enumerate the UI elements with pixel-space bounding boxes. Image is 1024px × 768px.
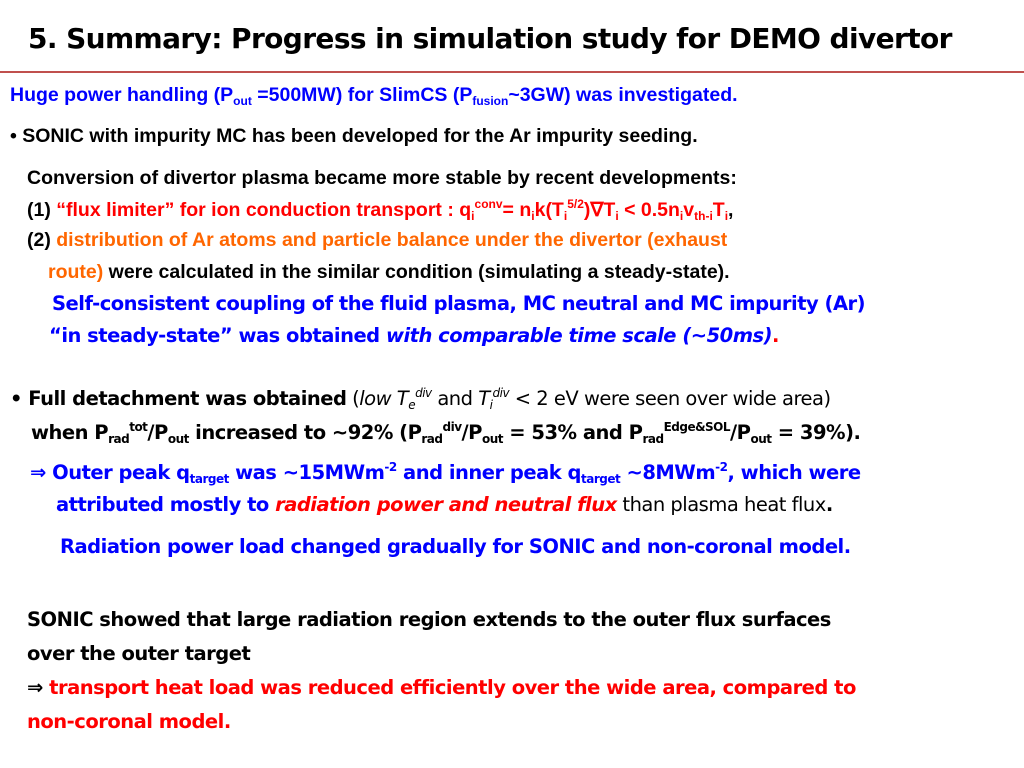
dev-item-1: (1) “flux limiter” for ion conduction tr… — [27, 197, 734, 223]
conversion-line: Conversion of divertor plasma became mor… — [27, 167, 737, 189]
sonic-bullet: • SONIC with impurity MC has been develo… — [10, 125, 698, 147]
title-divider — [0, 71, 1024, 73]
slide-title: 5. Summary: Progress in simulation study… — [28, 22, 952, 55]
outer-target-line: over the outer target — [27, 642, 251, 665]
power-handling-line: Huge power handling (Pout =500MW) for Sl… — [10, 84, 738, 108]
arrow-icon: ⇒ — [27, 676, 50, 699]
sonic-radiation-line: SONIC showed that large radiation region… — [27, 608, 831, 631]
attribution-line: attributed mostly to radiation power and… — [56, 493, 833, 516]
heat-load-line: ⇒ transport heat load was reduced effici… — [27, 676, 856, 699]
coupling-line: Self-consistent coupling of the fluid pl… — [52, 292, 866, 315]
peak-load-line: ⇒ Outer peak qtarget was ~15MWm-2 and in… — [30, 460, 861, 486]
radiation-load-line: Radiation power load changed gradually f… — [60, 535, 851, 558]
radiation-ratio-line: when Pradtot/Pout increased to ~92% (Pra… — [31, 420, 861, 446]
steady-state-line: “in steady-state” was obtained with comp… — [49, 324, 779, 347]
detachment-bullet: • Full detachment was obtained (low Tedi… — [10, 386, 831, 412]
dev-item-2-cont: route) were calculated in the similar co… — [48, 261, 730, 283]
non-coronal-line: non-coronal model. — [27, 710, 231, 733]
dev-item-2: (2) distribution of Ar atoms and particl… — [27, 229, 728, 251]
